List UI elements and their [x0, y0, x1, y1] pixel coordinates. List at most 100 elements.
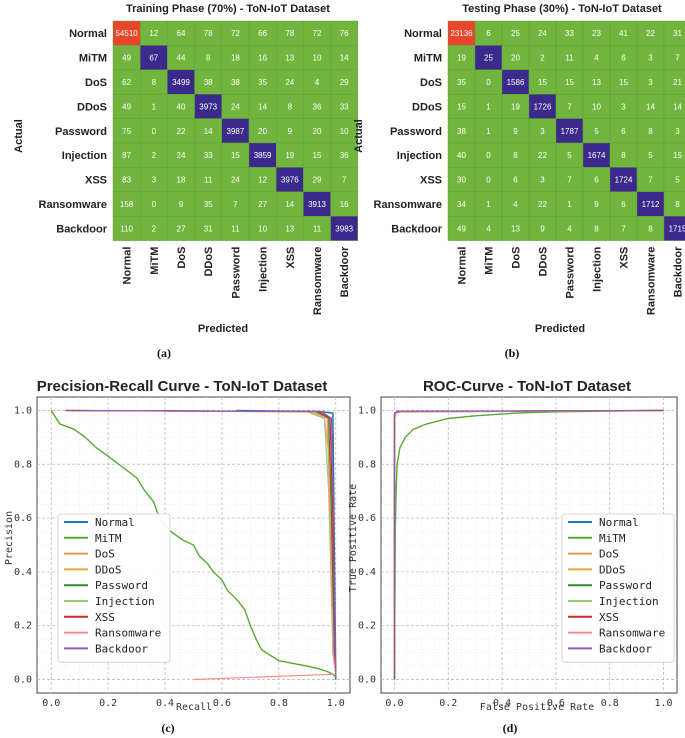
cm-training-cell-3-8	[330, 93, 359, 119]
cm-testing-value-2-6: 15	[619, 78, 628, 87]
cm-testing-col-label-2: DoS	[511, 247, 523, 269]
cm-training-cell-4-8	[330, 118, 359, 144]
cm-training-cell-5-0	[112, 142, 141, 168]
cm-testing-cell-4-1	[474, 118, 503, 144]
cm-training-value-5-3: 33	[204, 151, 213, 160]
pr-series-lines	[50, 409, 337, 681]
cm-training-value-3-0: 49	[122, 102, 131, 111]
cm-training-cell-4-0	[112, 118, 141, 144]
roc-series-backdoor	[393, 409, 664, 680]
roc-xtick-label: 0.6	[547, 698, 565, 709]
cm-testing-value-8-5: 8	[594, 224, 599, 233]
cm-testing-value-0-6: 41	[619, 29, 628, 38]
roc-series-lines	[393, 409, 664, 680]
cm-training-cell-1-6	[276, 45, 304, 71]
pr-legend-label-mitm: MiTM	[95, 532, 122, 545]
cm-testing-cell-6-0	[447, 167, 476, 192]
cm-training-cell-8-5	[248, 215, 277, 241]
cm-training-cell-5-1	[139, 142, 168, 168]
cm-training-row-labels: Normal MiTM DoS DDoS Password Injection XSS Ran…	[39, 28, 108, 235]
cm-testing-value-6-6: 1724	[615, 176, 633, 185]
cm-training-cell-7-2	[167, 191, 195, 217]
cm-training-cell-2-6	[276, 69, 304, 95]
cm-training-value-8-5: 10	[258, 224, 267, 233]
cm-training-value-8-7: 11	[313, 224, 322, 233]
cm-testing-value-1-0: 19	[457, 54, 466, 63]
pr-ytick-label: 0.4	[14, 567, 32, 578]
cm-testing-col-label-6: XSS	[619, 247, 631, 269]
cm-training-cell-7-0	[112, 191, 141, 217]
roc-xtick-label: 0.0	[385, 698, 403, 709]
pr-xtick-label: 0.0	[42, 698, 60, 709]
cm-training-value-4-1: 0	[152, 127, 157, 136]
cm-testing-value-3-5: 10	[592, 102, 601, 111]
cm-testing-value-8-2: 13	[511, 224, 520, 233]
cm-testing-cell-7-6	[609, 191, 638, 217]
cm-testing-value-5-3: 22	[538, 151, 547, 160]
cm-testing-cell-7-1	[474, 191, 503, 217]
cm-training-value-6-4: 24	[231, 176, 240, 185]
confusion-matrix-testing: Testing Phase (30%) - ToN-IoT Dataset Ac…	[353, 3, 685, 335]
cm-training-cell-2-1	[139, 69, 168, 95]
cm-training-row-label-5: Injection	[62, 150, 108, 162]
cm-testing-value-4-3: 3	[540, 127, 545, 136]
cm-training-value-2-7: 4	[315, 78, 320, 87]
cm-testing-cell-8-7	[636, 215, 665, 241]
cm-training-cell-4-6	[276, 118, 304, 144]
cm-testing-value-1-1: 25	[484, 54, 493, 63]
cm-testing-value-2-2: 1586	[507, 78, 525, 87]
cm-training-value-7-6: 14	[285, 200, 294, 209]
cm-training-value-5-4: 15	[231, 151, 240, 160]
cm-testing-cell-5-0	[447, 142, 476, 168]
cm-testing-value-3-3: 1726	[534, 102, 552, 111]
cm-testing-value-1-6: 6	[621, 54, 626, 63]
pr-ticks: 0.0 0.2 0.4 0.6 0.8 1.0 0.0 0.2 0.4 0.6 0.8 1.0	[14, 405, 345, 709]
cm-training-value-8-3: 31	[204, 224, 213, 233]
cm-testing-cell-6-3	[528, 167, 557, 192]
cm-testing-value-0-1: 6	[486, 29, 491, 38]
cm-training-cell-0-0	[112, 20, 141, 46]
cm-testing-cell-5-2	[501, 142, 530, 168]
cm-training-col-label-4: Password	[230, 247, 242, 299]
cm-testing-cell-4-0	[447, 118, 476, 144]
cm-testing-value-4-7: 8	[648, 127, 653, 136]
caption-c: (c)	[161, 721, 174, 735]
cm-testing-value-3-6: 3	[621, 102, 626, 111]
cm-testing-cell-4-2	[501, 118, 530, 144]
cm-testing-value-3-2: 19	[511, 102, 520, 111]
cm-testing-cell-7-4	[555, 191, 584, 217]
cm-training-cell-0-5	[248, 20, 277, 46]
pr-legend-label-xss: XSS	[95, 611, 115, 624]
cm-testing-cell-3-1	[474, 93, 503, 119]
cm-training-cell-3-3	[194, 93, 223, 119]
cm-testing-row-labels: Normal MiTM DoS DDoS Password Injection XSS Ran…	[374, 28, 443, 235]
roc-xlabel: False Positive Rate	[480, 702, 594, 713]
cm-testing-row-label-1: MiTM	[414, 53, 442, 65]
cm-testing-cell-3-2	[501, 93, 530, 119]
cm-training-xlabel: Predicted	[198, 323, 248, 335]
cm-training-cell-0-3	[194, 20, 223, 46]
cm-training-value-4-3: 14	[204, 127, 213, 136]
cm-training-value-0-3: 78	[204, 29, 213, 38]
cm-testing-cell-0-1	[474, 20, 503, 46]
cm-training-cell-8-6	[276, 215, 304, 241]
cm-training-row-label-0: Normal	[69, 28, 107, 40]
roc-ytick-label: 0.4	[358, 567, 376, 578]
cm-training-value-2-6: 24	[285, 78, 294, 87]
cm-testing-row-label-8: Backdoor	[391, 223, 442, 235]
cm-testing-value-5-0: 40	[457, 151, 466, 160]
cm-training-value-2-5: 35	[258, 78, 267, 87]
cm-training-col-label-7: Ransomware	[312, 247, 324, 315]
cm-training-value-4-2: 22	[177, 127, 186, 136]
caption-b: (b)	[505, 346, 520, 360]
cm-training-value-6-6: 3976	[281, 176, 299, 185]
cm-training-cell-7-5	[248, 191, 277, 217]
cm-testing-value-2-7: 3	[648, 78, 653, 87]
cm-testing-row-label-3: DDoS	[412, 101, 442, 113]
cm-training-cell-2-2	[167, 69, 195, 95]
cm-training-cell-2-3	[194, 69, 223, 95]
cm-testing-value-6-1: 0	[486, 176, 491, 185]
cm-training-value-3-6: 8	[288, 102, 293, 111]
cm-testing-value-7-1: 1	[486, 200, 491, 209]
